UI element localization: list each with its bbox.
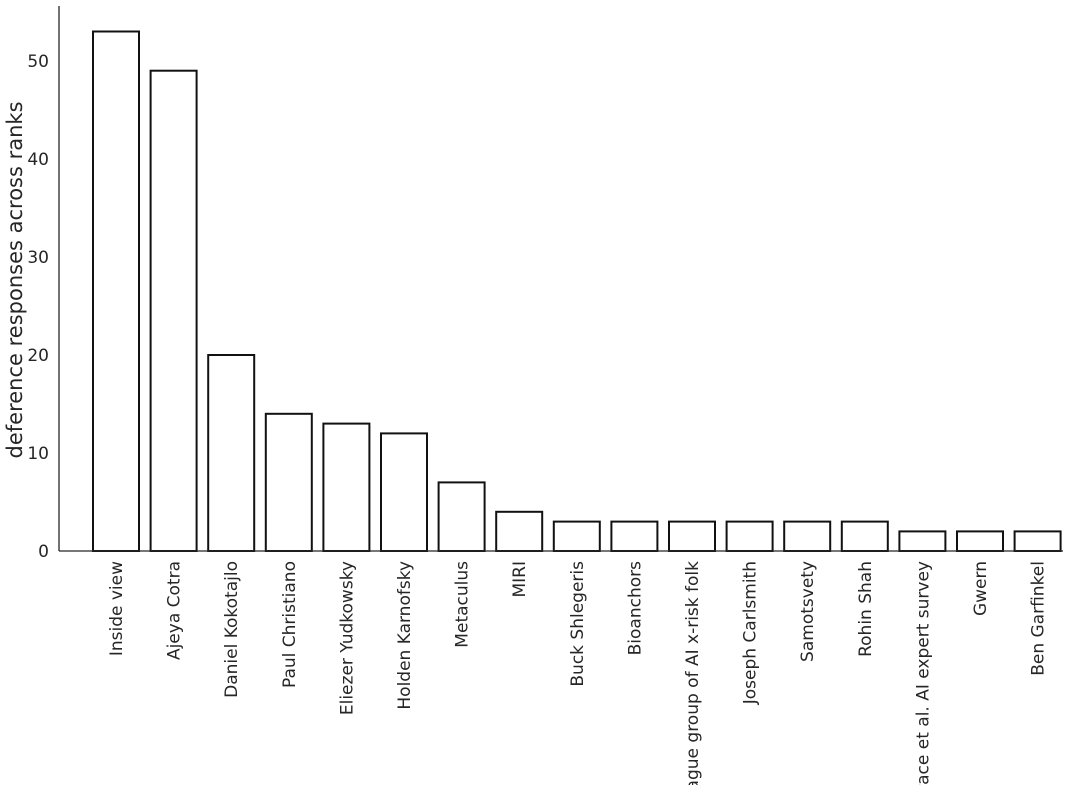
y-ticks-group: 0 10 20 30 40 50	[27, 52, 49, 562]
bar-9	[610, 520, 659, 552]
bar-1	[149, 69, 198, 552]
y-tick-label-2: 20	[27, 346, 49, 366]
x-tick-label-11: Joseph Carlsmith	[741, 561, 761, 705]
x-tick-label-14: Grace et al. AI expert survey	[913, 561, 933, 785]
bar-13	[840, 520, 889, 552]
x-tick-label-12: Samotsvety	[798, 561, 818, 662]
y-tick-label-4: 40	[27, 150, 49, 170]
bar-0	[92, 30, 140, 552]
y-tick-label-5: 50	[27, 52, 49, 72]
x-tick-label-7: MIRI	[510, 561, 530, 598]
bar-10	[668, 520, 716, 552]
x-tick-label-9: Bioanchors	[625, 561, 645, 655]
x-tick-label-0: Inside view	[107, 561, 127, 656]
x-tick-label-13: Rohin Shah	[856, 561, 876, 657]
x-tick-label-3: Paul Christiano	[280, 561, 300, 688]
bar-15	[956, 530, 1004, 553]
bar-11	[725, 520, 774, 552]
x-tick-label-2: Daniel Kokotajlo	[222, 561, 242, 698]
bar-3	[264, 412, 313, 552]
bars-group	[92, 30, 1062, 553]
bar-8	[552, 520, 601, 552]
bar-16	[1013, 530, 1062, 553]
y-axis-title: deference responses across ranks	[3, 101, 27, 458]
y-tick-label-1: 10	[27, 444, 49, 464]
x-tick-label-8: Buck Shlegeris	[568, 561, 588, 687]
x-tick-label-15: Gwern	[971, 561, 991, 616]
bar-4	[322, 422, 371, 553]
x-tick-label-4: Eliezer Yudkowsky	[337, 561, 357, 715]
bar-2	[207, 354, 256, 552]
x-tick-label-16: Ben Garfinkel	[1029, 561, 1049, 676]
x-tick-label-6: Metaculus	[453, 561, 473, 648]
y-tick-label-0: 0	[38, 542, 49, 562]
bar-14	[898, 530, 947, 553]
x-labels-group: Inside view Ajeya Cotra Daniel Kokotajlo Pa…	[107, 561, 1049, 785]
x-tick-label-5: Holden Karnofsky	[395, 561, 415, 710]
bar-6	[437, 481, 486, 552]
x-tick-label-10: Vague group of AI x-risk folk	[683, 561, 703, 785]
x-tick-label-1: Ajeya Cotra	[165, 561, 185, 660]
bar-7	[495, 510, 544, 552]
bar-5	[380, 432, 428, 552]
y-tick-label-3: 30	[27, 248, 49, 268]
bar-12	[783, 520, 832, 552]
